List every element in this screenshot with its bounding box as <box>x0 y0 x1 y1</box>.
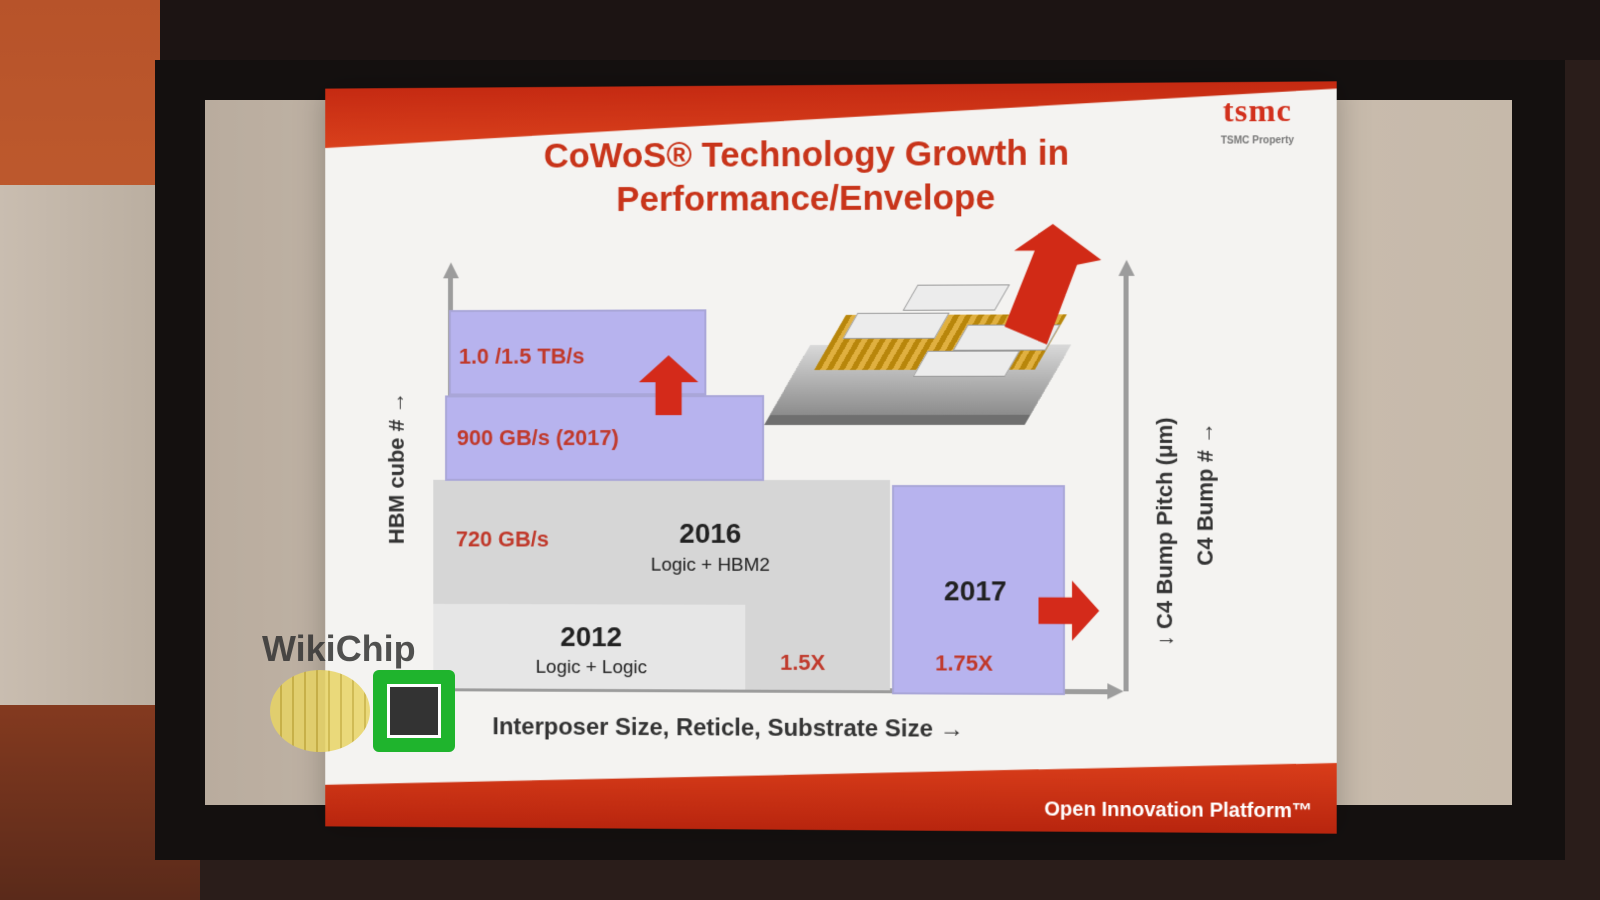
hbm-stack <box>902 284 1011 311</box>
x-axis-arrowhead <box>1107 683 1124 700</box>
label-year-2016: 2016 <box>679 517 742 549</box>
y-axis-left-arrowhead <box>443 262 459 279</box>
y-axis-right-label-1: ↓ C4 Bump Pitch (μm) <box>1151 417 1178 647</box>
room-panel <box>0 185 170 705</box>
wikichip-watermark-text: WikiChip <box>262 628 416 669</box>
x-axis-label: Interposer Size, Reticle, Substrate Size… <box>492 713 964 743</box>
chip-icon <box>373 670 455 752</box>
hbm-stack <box>842 312 950 339</box>
logo-subtitle: TSMC Property <box>1220 135 1295 147</box>
slide-footer: Open Innovation Platform™ <box>1044 798 1313 823</box>
wafer-icon <box>270 670 370 752</box>
tsmc-logo-mark: tsmc <box>1222 91 1292 129</box>
label-900gbs: 900 GB/s (2017) <box>456 425 619 451</box>
hbm-stack <box>912 350 1021 377</box>
label-720gbs: 720 GB/s <box>455 526 549 552</box>
label-1-75x: 1.75X <box>935 650 993 676</box>
title-line-1: CoWoS® Technology Growth in <box>543 133 1070 176</box>
slide-title: CoWoS® Technology Growth in Performance/… <box>463 131 1152 223</box>
label-year-2012: 2012 <box>560 621 623 653</box>
room-ceiling <box>160 0 1600 60</box>
y-axis-right-arrowhead <box>1118 259 1135 276</box>
label-1tbs: 1.0 /1.5 TB/s <box>458 343 585 369</box>
label-desc-2012: Logic + Logic <box>535 656 647 679</box>
label-desc-2016: Logic + HBM2 <box>650 554 771 576</box>
y-axis-right-label-2: C4 Bump # → <box>1192 421 1218 566</box>
label-1-5x: 1.5X <box>780 649 826 675</box>
label-year-2017: 2017 <box>944 575 1007 607</box>
presentation-slide: CoWoS® Technology Growth in Performance/… <box>325 81 1337 834</box>
title-line-2: Performance/Envelope <box>616 178 996 219</box>
y-axis-right <box>1123 273 1129 692</box>
chip-icon-core <box>387 684 441 738</box>
y-axis-left-label: HBM cube # → <box>384 391 409 545</box>
tsmc-logo: tsmc TSMC Property <box>1209 92 1307 163</box>
